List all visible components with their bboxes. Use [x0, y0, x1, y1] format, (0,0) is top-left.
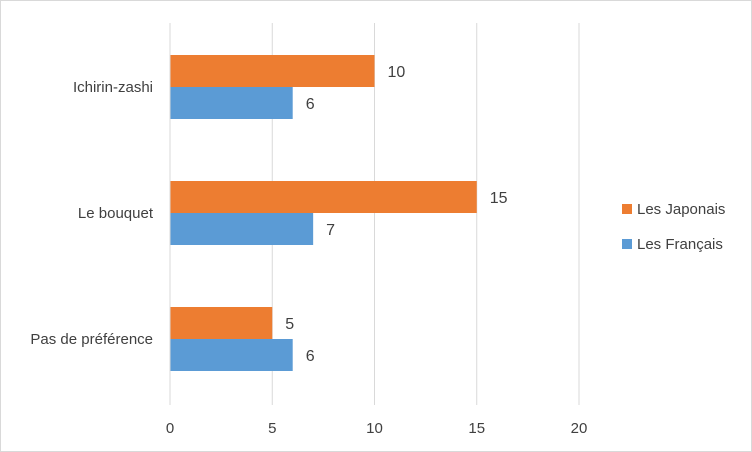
legend-label: Les Français	[637, 236, 723, 253]
bar-francais	[170, 87, 293, 119]
x-tick-label: 20	[571, 420, 588, 437]
legend-swatch	[622, 204, 632, 214]
x-tick-label: 5	[268, 420, 276, 437]
category-label: Ichirin-zashi	[73, 79, 153, 96]
x-tick-label: 0	[166, 420, 174, 437]
bar-japonais	[170, 55, 375, 87]
data-label: 15	[490, 190, 508, 207]
bars	[170, 55, 477, 371]
bar-francais	[170, 213, 314, 245]
category-label: Le bouquet	[78, 205, 154, 222]
data-label: 10	[388, 64, 406, 81]
legend: Les Japonais Les Français	[622, 201, 725, 253]
legend-swatch	[622, 239, 632, 249]
bar-francais	[170, 339, 293, 371]
data-label: 6	[306, 96, 315, 113]
x-tick-label: 15	[468, 420, 485, 437]
x-tick-label: 10	[366, 420, 383, 437]
category-label: Pas de préférence	[30, 331, 153, 348]
data-label: 6	[306, 348, 315, 365]
data-label: 7	[326, 222, 335, 239]
data-label: 5	[285, 316, 294, 333]
axes: 0 5 10 15 20 Ichirin-zashi Le bouquet Pas de pr…	[30, 23, 587, 437]
bar-japonais	[170, 181, 477, 213]
legend-label: Les Japonais	[637, 201, 725, 218]
bar-japonais	[170, 307, 273, 339]
